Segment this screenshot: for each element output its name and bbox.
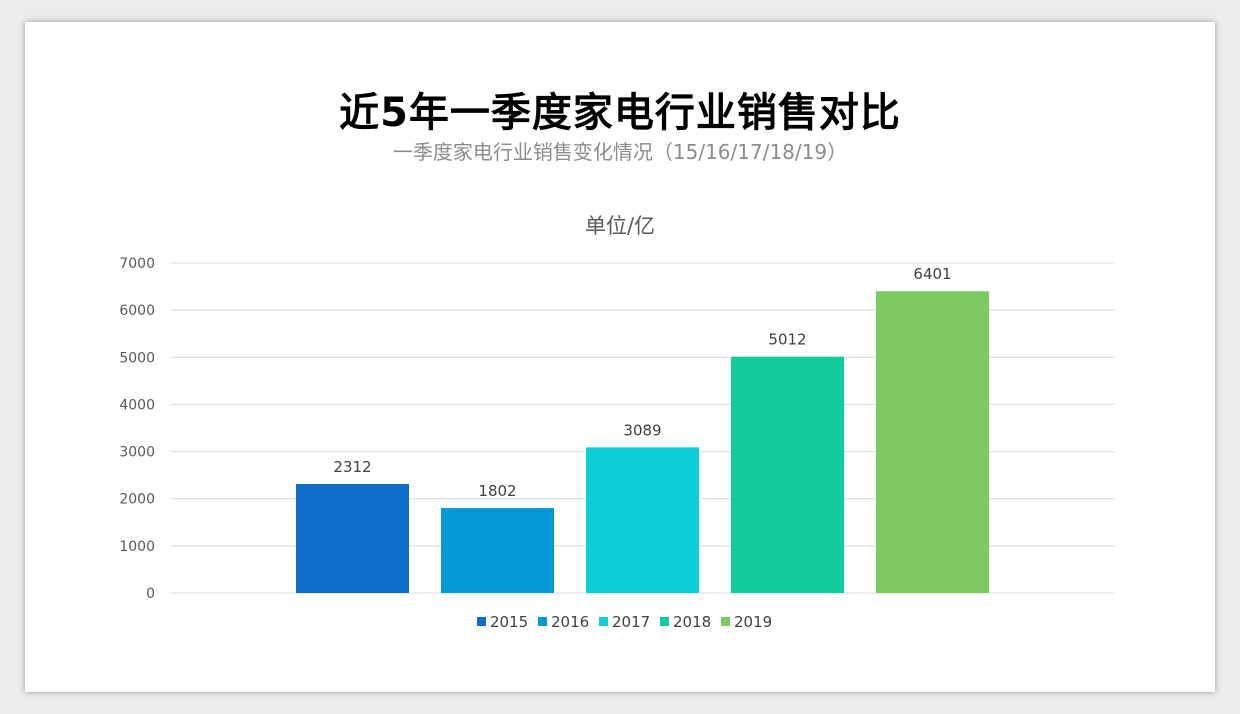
bars xyxy=(296,291,989,593)
data-label-2018: 5012 xyxy=(768,331,806,349)
data-label-2016: 1802 xyxy=(478,482,516,500)
y-tick-label: 2000 xyxy=(119,492,155,508)
legend-label-2015: 2015 xyxy=(490,613,528,631)
y-tick-label: 6000 xyxy=(119,303,155,319)
legend-label-2018: 2018 xyxy=(673,613,711,631)
data-labels: 2312 1802 3089 5012 6401 xyxy=(333,265,951,500)
bar-2016 xyxy=(441,508,554,593)
y-tick-label: 0 xyxy=(146,586,155,602)
legend-swatch-2018 xyxy=(660,617,669,626)
y-tick-label: 5000 xyxy=(119,350,155,366)
slide-subtitle: 一季度家电行业销售变化情况（15/16/17/18/19） xyxy=(392,140,848,164)
y-tick-label: 1000 xyxy=(119,539,155,555)
y-tick-label: 7000 xyxy=(119,256,155,272)
slide-title: 近5年一季度家电行业销售对比 xyxy=(339,90,901,136)
data-label-2017: 3089 xyxy=(623,421,661,439)
data-label-2015: 2312 xyxy=(333,458,371,476)
y-tick-label: 4000 xyxy=(119,397,155,413)
legend-label-2019: 2019 xyxy=(734,613,772,631)
legend-swatch-2015 xyxy=(477,617,486,626)
bar-2017 xyxy=(586,447,699,593)
slide: 近5年一季度家电行业销售对比 一季度家电行业销售变化情况（15/16/17/18… xyxy=(25,22,1215,692)
legend-swatch-2017 xyxy=(599,617,608,626)
data-label-2019: 6401 xyxy=(913,265,951,283)
legend: 2015 2016 2017 2018 2019 xyxy=(477,613,772,631)
bar-2018 xyxy=(731,356,844,593)
legend-swatch-2016 xyxy=(538,617,547,626)
legend-label-2017: 2017 xyxy=(612,613,650,631)
bar-2015 xyxy=(296,484,409,593)
bar-2019 xyxy=(876,291,989,593)
bar-chart: 单位/亿 0 1000 2000 3000 4000 5000 6000 7000 2312 1… xyxy=(119,214,1115,631)
y-axis-ticks: 0 1000 2000 3000 4000 5000 6000 7000 xyxy=(119,256,155,602)
chart-unit-label: 单位/亿 xyxy=(585,214,655,238)
legend-swatch-2019 xyxy=(721,617,730,626)
legend-label-2016: 2016 xyxy=(551,613,589,631)
y-tick-label: 3000 xyxy=(119,445,155,461)
